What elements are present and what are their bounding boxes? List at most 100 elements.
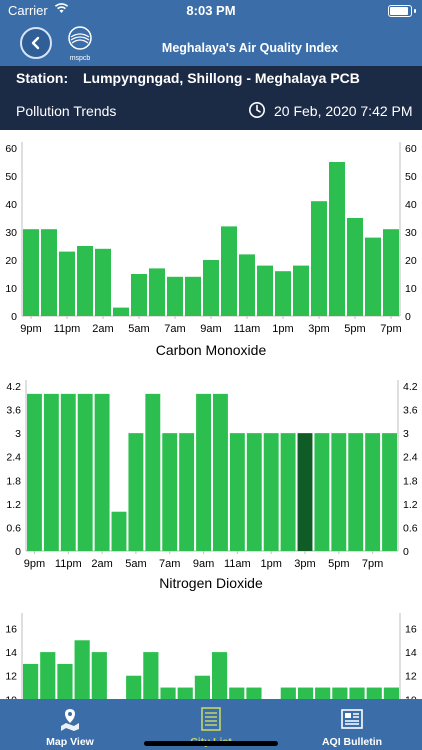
y-tick-label-right: 0 (405, 311, 411, 323)
bar (57, 663, 73, 699)
y-tick-label: 2.4 (6, 452, 21, 464)
y-tick-label-right: 1.2 (403, 499, 418, 511)
tab-aqi-bulletin[interactable]: AQI Bulletin (282, 699, 422, 750)
bar (41, 229, 57, 316)
bar (263, 433, 279, 551)
status-bar: Carrier 8:03 PM (0, 0, 422, 22)
bar (332, 687, 348, 699)
x-tick-label: 7am (164, 323, 185, 335)
x-tick-label: 2am (92, 323, 113, 335)
bar (23, 229, 39, 316)
battery-tip (414, 9, 416, 13)
bar (349, 687, 365, 699)
y-tick-label-right: 1.8 (403, 475, 418, 487)
bar (314, 433, 330, 551)
y-tick-label: 50 (5, 171, 17, 183)
y-tick-label-right: 50 (405, 171, 417, 183)
station-label: Station: (16, 70, 69, 86)
bar (179, 433, 195, 551)
bar (311, 201, 327, 316)
back-button[interactable] (20, 27, 52, 59)
bar (111, 511, 127, 551)
y-tick-label: 1.8 (6, 475, 21, 487)
station-bar: Station: Lumpyngngad, Shillong - Meghala… (0, 66, 422, 94)
clock-icon (248, 101, 266, 122)
x-tick-label: 7pm (362, 558, 383, 570)
x-tick-label: 5am (125, 558, 146, 570)
y-tick-label: 20 (5, 255, 17, 267)
carbon-monoxide-chart: 0 0 10 10 20 20 30 30 40 40 50 50 60 60 9pm 11pm 2am 5am 7… (0, 136, 422, 366)
bar (331, 433, 347, 551)
bar (167, 276, 183, 316)
y-tick-label-right: 3.6 (403, 405, 418, 417)
x-tick-label: 7pm (380, 323, 401, 335)
bar (131, 274, 147, 316)
app-title: Meghalaya's Air Quality Index (161, 41, 339, 55)
third-pollutant-chart: 10 10 12 12 14 14 16 16 (0, 605, 422, 699)
newspaper-icon (340, 707, 364, 731)
y-tick-label: 10 (5, 694, 17, 699)
bar (126, 675, 142, 699)
carrier-label: Carrier (8, 3, 48, 18)
nitrogen-dioxide-chart: 0 0 0.6 0.6 1.2 1.2 1.8 1.8 2.4 2.4 3 3 3.6 3.6 4.2 4.2… (0, 372, 422, 594)
bar (213, 393, 228, 551)
bar (293, 265, 309, 316)
bar (196, 393, 211, 551)
mspcb-logo: mspcb (66, 24, 94, 64)
x-tick-label: 9am (193, 558, 214, 570)
y-tick-label: 3 (15, 428, 21, 440)
x-tick-label: 9pm (24, 558, 45, 570)
bar (246, 687, 262, 699)
list-icon (199, 707, 223, 731)
trend-bar: Pollution Trends 20 Feb, 2020 7:42 PM (0, 94, 422, 130)
bar (365, 237, 381, 316)
bar (329, 162, 345, 316)
battery-icon (388, 5, 412, 17)
bar (59, 251, 75, 316)
y-tick-label: 1.2 (6, 499, 21, 511)
bar (91, 652, 107, 699)
bar (23, 663, 39, 699)
x-tick-label: 11am (234, 323, 261, 335)
y-tick-label: 40 (5, 199, 17, 211)
x-tick-label: 5am (128, 323, 149, 335)
y-tick-label-right: 10 (405, 694, 417, 699)
bar (229, 433, 245, 551)
bar (27, 393, 42, 551)
x-tick-label: 9am (200, 323, 221, 335)
tab-map-view[interactable]: Map View (0, 699, 140, 750)
y-tick-label-right: 3 (403, 428, 409, 440)
logo-text: mspcb (70, 55, 91, 62)
bar (77, 246, 93, 316)
chart-canvas: 10 10 12 12 14 14 16 16 (5, 613, 417, 699)
bar (43, 393, 59, 551)
y-tick-label: 12 (5, 671, 17, 683)
y-tick-label-right: 4.2 (403, 381, 418, 393)
bar (297, 433, 313, 551)
bar (365, 433, 381, 551)
bar (257, 265, 273, 316)
bar (113, 307, 129, 316)
x-tick-label: 2am (91, 558, 112, 570)
chart-canvas: 0 0 10 10 20 20 30 30 40 40 50 50 60 60 9pm 11pm 2am 5am 7… (5, 142, 417, 335)
status-time: 8:03 PM (186, 3, 236, 18)
x-tick-label: 5pm (328, 558, 349, 570)
y-tick-label-right: 30 (405, 227, 417, 239)
y-tick-label-right: 20 (405, 255, 417, 267)
bar (143, 652, 159, 699)
y-tick-label-right: 0 (403, 546, 409, 558)
bar (145, 393, 161, 551)
x-tick-label: 9pm (20, 323, 41, 335)
bar (74, 640, 90, 699)
y-tick-label: 0 (15, 546, 21, 558)
bar (348, 433, 364, 551)
y-tick-label-right: 14 (405, 647, 417, 659)
bar (280, 433, 296, 551)
bar (194, 675, 210, 699)
bar (94, 393, 110, 551)
x-tick-label: 5pm (344, 323, 365, 335)
bar (40, 652, 56, 699)
bar (280, 687, 296, 699)
bar (77, 393, 93, 551)
wifi-icon (54, 2, 69, 17)
